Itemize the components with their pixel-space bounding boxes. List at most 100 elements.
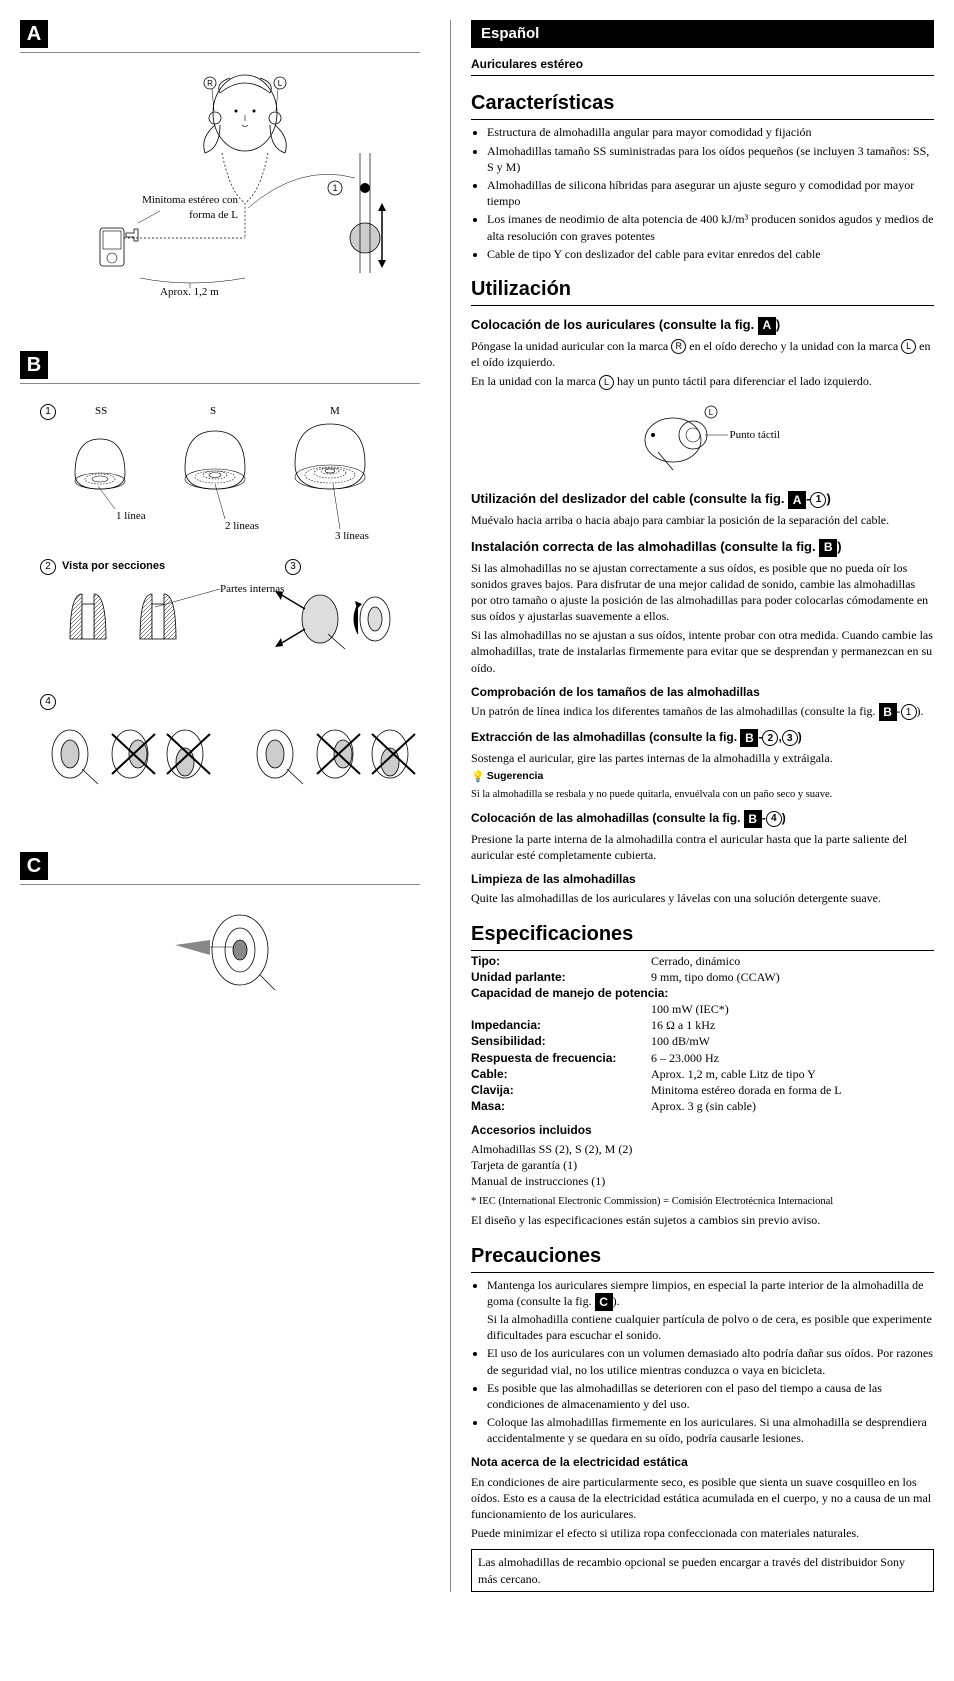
fig-ref-b2: B (879, 703, 897, 721)
spec-label: Tipo: (471, 953, 651, 969)
m-label: M (330, 404, 340, 419)
accessories-heading: Accesorios incluidos (471, 1122, 934, 1138)
iec-note: * IEC (International Electronic Commissi… (471, 1195, 934, 1209)
check-heading: Comprobación de los tamaños de las almoh… (471, 684, 934, 700)
replacement-note-box: Las almohadillas de recambio opcional se… (471, 1549, 934, 1591)
precaution-item: El uso de los auriculares con un volumen… (487, 1345, 934, 1377)
spec-label: Masa: (471, 1098, 651, 1114)
earbuds-p2: Si las almohadillas no se ajustan a sus … (471, 627, 934, 676)
language-header: Español (471, 20, 934, 48)
wearing-heading: Colocación de los auriculares (consulte … (471, 316, 934, 335)
spec-label: Sensibilidad: (471, 1033, 651, 1049)
svg-text:R: R (207, 79, 213, 88)
b-num-4: 4 (40, 694, 56, 710)
b-num-3: 3 (285, 559, 301, 575)
fig-a-label: A (20, 20, 48, 48)
specs-heading: Especificaciones (471, 921, 934, 951)
r-mark-icon: R (671, 339, 686, 354)
design-note: El diseño y las especificaciones están s… (471, 1212, 934, 1228)
tactile-label: Punto táctil (730, 428, 780, 443)
feature-item: Estructura de almohadilla angular para m… (487, 124, 934, 140)
precautions-list: Mantenga los auriculares siempre limpios… (471, 1277, 934, 1447)
num-ref-1: 1 (810, 492, 826, 508)
spec-label: Impedancia: (471, 1017, 651, 1033)
detach-heading-text: Extracción de las almohadillas (consulte… (471, 730, 737, 744)
line2-label: 2 líneas (225, 519, 259, 534)
wearing-p1: Póngase la unidad auricular con la marca… (471, 338, 934, 371)
feature-item: Almohadillas tamaño SS suministradas par… (487, 143, 934, 175)
check-text: Un patrón de línea indica los diferentes… (471, 703, 934, 721)
feature-item: Los imanes de neodimio de alta potencia … (487, 211, 934, 243)
clean-heading: Limpieza de las almohadillas (471, 871, 934, 887)
attach-text: Presione la parte interna de la almohadi… (471, 831, 934, 863)
feature-item: Cable de tipo Y con deslizador del cable… (487, 246, 934, 262)
s-label: S (210, 404, 216, 419)
fig-ref-b4: B (744, 810, 762, 828)
fig-a-diagram: R L (20, 52, 420, 333)
tactile-diagram: L Punto táctil (471, 400, 934, 480)
line1-label: 1 línea (116, 509, 146, 524)
replacement-note: Las almohadillas de recambio opcional se… (478, 1555, 905, 1585)
text-column: Español Auriculares estéreo Característi… (450, 20, 934, 1592)
earbuds-p1: Si las almohadillas no se ajustan correc… (471, 560, 934, 625)
attach-heading: Colocación de las almohadillas (consulte… (471, 810, 934, 828)
spec-label: Respuesta de frecuencia: (471, 1050, 651, 1066)
static-p1: En condiciones de aire particularmente s… (471, 1474, 934, 1523)
detach-heading: Extracción de las almohadillas (consulte… (471, 729, 934, 747)
fig-b-diagram: 1 SS S M (20, 383, 420, 834)
static-heading: Nota acerca de la electricidad estática (471, 1454, 934, 1470)
precaution-item: Coloque las almohadillas firmemente en l… (487, 1414, 934, 1446)
tip-text: Si la almohadilla se resbala y no puede … (471, 788, 934, 802)
svg-text:1: 1 (332, 183, 337, 193)
fig-ref-a2: A (788, 491, 806, 509)
slider-text: Muévalo hacia arriba o hacia abajo para … (471, 512, 934, 528)
accessory-item: Almohadillas SS (2), S (2), M (2) (471, 1141, 934, 1157)
spec-value: 100 mW (IEC*) (651, 1001, 934, 1017)
fig-c-diagram (20, 884, 420, 1025)
spec-label: Cable: (471, 1066, 651, 1082)
slider-heading: Utilización del deslizador del cable (co… (471, 490, 934, 509)
use-heading: Utilización (471, 276, 934, 306)
num-ref-1b: 1 (901, 704, 917, 720)
diagram-column: A (20, 20, 420, 1592)
specs-table: Tipo: Cerrado, dinámico Unidad parlante:… (471, 953, 934, 1115)
spec-label: Capacidad de manejo de potencia: (471, 985, 934, 1001)
precaution-item: Es posible que las almohadillas se deter… (487, 1380, 934, 1412)
spec-label: Clavija: (471, 1082, 651, 1098)
earbuds-heading-text: Instalación correcta de las almohadillas… (471, 539, 816, 554)
spec-value: Minitoma estéreo dorada en forma de L (651, 1082, 934, 1098)
fig-ref-c: C (595, 1293, 613, 1311)
spec-value: Aprox. 1,2 m, cable Litz de tipo Y (651, 1066, 934, 1082)
wearing-heading-text: Colocación de los auriculares (consulte … (471, 317, 754, 332)
tip-label: Sugerencia (487, 770, 544, 782)
tip-icon: 💡 (471, 771, 485, 783)
static-p2: Puede minimizar el efecto si utiliza rop… (471, 1525, 934, 1541)
attach-heading-text: Colocación de las almohadillas (consulte… (471, 811, 740, 825)
l-mark-icon: L (599, 375, 614, 390)
svg-text:L: L (708, 408, 713, 417)
fig-c-svg (20, 895, 420, 1015)
num-ref-3: 3 (782, 730, 798, 746)
fig-b-label: B (20, 351, 48, 379)
b-num-2: 2 (40, 559, 56, 575)
length-label: Aprox. 1,2 m (160, 285, 219, 300)
wearing-p2: En la unidad con la marca L hay un punto… (471, 373, 934, 390)
spec-value: 100 dB/mW (651, 1033, 934, 1049)
spec-value: 16 Ω a 1 kHz (651, 1017, 934, 1033)
product-title: Auriculares estéreo (471, 56, 934, 76)
accessory-item: Tarjeta de garantía (1) (471, 1157, 934, 1173)
section-view-label: Vista por secciones (62, 559, 165, 574)
spec-label: Unidad parlante: (471, 969, 651, 985)
fig-ref-b3: B (740, 729, 758, 747)
features-heading: Características (471, 90, 934, 120)
fig-b-attach-svg (20, 714, 420, 824)
slider-heading-text: Utilización del deslizador del cable (co… (471, 491, 785, 506)
precaution-item: Mantenga los auriculares siempre limpios… (487, 1277, 934, 1344)
l-mark-icon: L (901, 339, 916, 354)
num-ref-4: 4 (766, 811, 782, 827)
earbuds-heading: Instalación correcta de las almohadillas… (471, 538, 934, 557)
tip-row: 💡Sugerencia (471, 769, 934, 784)
fig-ref-b: B (819, 539, 837, 557)
precautions-heading: Precauciones (471, 1243, 934, 1273)
spec-value: Aprox. 3 g (sin cable) (651, 1098, 934, 1114)
